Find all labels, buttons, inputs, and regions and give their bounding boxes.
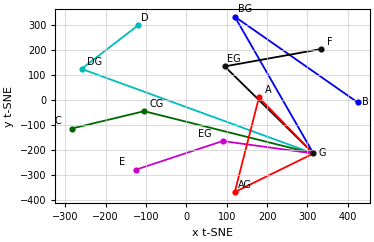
Text: AG: AG (237, 180, 252, 190)
Text: CG: CG (150, 99, 164, 109)
Text: BG: BG (237, 4, 252, 15)
Point (68, 127, 74, 130)
Point (355, 100, 361, 104)
Text: D: D (141, 13, 148, 23)
Y-axis label: y t-SNE: y t-SNE (4, 86, 14, 127)
Point (319, 47, 325, 51)
Point (220, 139, 226, 143)
Text: E: E (119, 158, 125, 167)
Point (141, 109, 147, 113)
Text: F: F (327, 37, 332, 47)
Point (133, 168, 139, 172)
Point (310, 151, 316, 155)
Point (232, 15, 238, 19)
Point (135, 23, 141, 27)
Text: A: A (264, 85, 271, 95)
Text: DG: DG (87, 57, 102, 67)
Text: C: C (55, 116, 62, 126)
Point (222, 64, 228, 68)
Point (256, 96, 262, 99)
Text: B: B (362, 97, 369, 107)
Point (232, 190, 238, 194)
Text: EG: EG (198, 129, 211, 139)
X-axis label: x t-SNE: x t-SNE (192, 228, 233, 238)
Point (79, 67, 85, 71)
Text: EG: EG (227, 54, 241, 64)
Text: G: G (319, 148, 327, 158)
